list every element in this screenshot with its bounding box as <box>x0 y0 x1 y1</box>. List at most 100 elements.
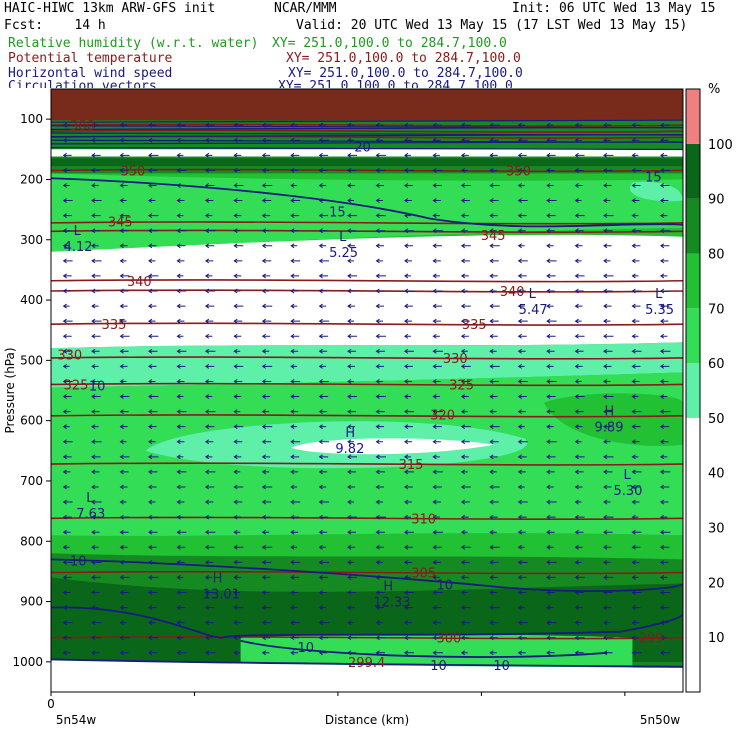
wind-label: 15 <box>329 205 346 220</box>
vector-arrow <box>460 529 468 535</box>
vector-arrow <box>91 228 100 234</box>
vector-arrow <box>375 152 386 158</box>
vector-arrow <box>347 439 355 445</box>
wind-label: 10 <box>70 555 87 570</box>
vector-arrow <box>261 575 271 580</box>
colorbar-segment <box>686 527 700 583</box>
extremum-marker: H <box>605 405 615 420</box>
colorbar-segment <box>686 253 700 309</box>
vector-arrow <box>517 635 527 641</box>
vector-arrow <box>261 590 270 595</box>
vector-arrow <box>290 620 301 626</box>
vector-arrow <box>290 152 300 158</box>
vector-arrow <box>176 650 187 656</box>
vector-arrow <box>460 273 469 279</box>
vector-arrow <box>546 605 554 610</box>
vector-arrow <box>517 620 528 626</box>
vector-arrow <box>460 439 470 445</box>
vector-arrow <box>204 484 215 490</box>
vector-arrow <box>148 137 156 143</box>
vector-arrow <box>261 333 271 339</box>
vector-arrow <box>631 152 639 158</box>
vector-arrow <box>91 409 100 415</box>
vector-arrow <box>176 167 187 173</box>
colorbar-segment <box>686 143 700 199</box>
vector-arrow <box>347 288 357 294</box>
vector-arrow <box>489 529 497 535</box>
vector-arrow <box>318 348 328 354</box>
vector-arrow <box>318 620 330 626</box>
vector-arrow <box>517 152 527 158</box>
vector-arrow <box>148 439 156 445</box>
colorbar-unit: % <box>708 82 720 97</box>
vector-arrow <box>432 499 441 505</box>
vector-arrow <box>204 318 214 324</box>
vector-arrow <box>233 379 243 384</box>
vector-arrow <box>603 514 614 520</box>
y-tick-label: 800 <box>20 534 43 548</box>
vector-arrow <box>148 228 158 234</box>
x-end-label-left: 5n54w <box>56 713 97 727</box>
vector-arrow <box>204 152 213 158</box>
extremum-value: 12.33 <box>373 596 410 611</box>
vector-arrow <box>204 303 215 309</box>
vector-arrow <box>546 318 557 324</box>
vector-arrow <box>261 318 272 324</box>
vector-arrow <box>659 544 670 550</box>
vector-arrow <box>347 499 355 505</box>
y-tick-label: 200 <box>20 172 43 186</box>
vector-arrow <box>631 514 639 520</box>
vector-arrow <box>375 469 385 475</box>
vector-arrow <box>574 484 583 490</box>
vector-arrow <box>659 635 668 641</box>
vector-arrow <box>318 499 330 505</box>
wind-contour-3 <box>240 639 608 658</box>
vector-arrow <box>404 273 411 279</box>
theta-label: 315 <box>399 458 424 473</box>
vector-arrow <box>62 529 71 535</box>
vector-arrow <box>603 394 614 399</box>
vector-arrow <box>631 213 639 219</box>
vector-arrow <box>603 469 613 475</box>
vector-arrow <box>546 499 557 505</box>
vector-arrow <box>119 303 128 309</box>
vector-arrow <box>404 288 414 294</box>
vector-arrow <box>546 529 555 535</box>
vector-arrow <box>546 379 557 384</box>
vector-arrow <box>91 605 99 610</box>
vector-arrow <box>62 514 72 520</box>
vector-arrow <box>148 333 159 339</box>
vector-arrow <box>404 529 414 535</box>
vector-arrow <box>489 379 499 384</box>
vector-arrow <box>148 650 158 656</box>
vector-arrow <box>574 544 583 550</box>
vector-arrow <box>347 228 357 234</box>
vector-arrow <box>432 379 441 384</box>
vector-arrow <box>62 152 72 158</box>
vector-arrow <box>546 137 557 143</box>
vector-arrow <box>119 122 128 128</box>
vector-arrow <box>432 137 441 143</box>
vector-arrow <box>233 348 241 354</box>
vector-arrow <box>489 167 497 173</box>
vector-arrow <box>204 620 214 626</box>
vector-arrow <box>318 258 330 264</box>
extremum-value: 13.01 <box>203 588 240 603</box>
vector-arrow <box>119 167 129 173</box>
vector-arrow <box>119 650 129 656</box>
vector-arrow <box>261 454 271 460</box>
extremum-marker: H <box>345 426 355 441</box>
vector-arrow <box>347 318 355 324</box>
vector-arrow <box>148 258 156 264</box>
x-axis-label: Distance (km) <box>325 713 409 727</box>
vector-arrow <box>631 635 639 641</box>
vector-arrow <box>204 167 216 173</box>
field-rh-xy: XY= 251.0,100.0 to 284.7,100.0 <box>272 36 507 51</box>
vector-arrow <box>375 439 383 445</box>
vector-arrow <box>148 575 159 580</box>
vector-arrow <box>119 213 130 219</box>
vector-arrow <box>375 348 385 354</box>
vector-arrow <box>148 122 157 128</box>
vector-arrow <box>404 318 412 324</box>
colorbar-segment <box>686 582 700 638</box>
